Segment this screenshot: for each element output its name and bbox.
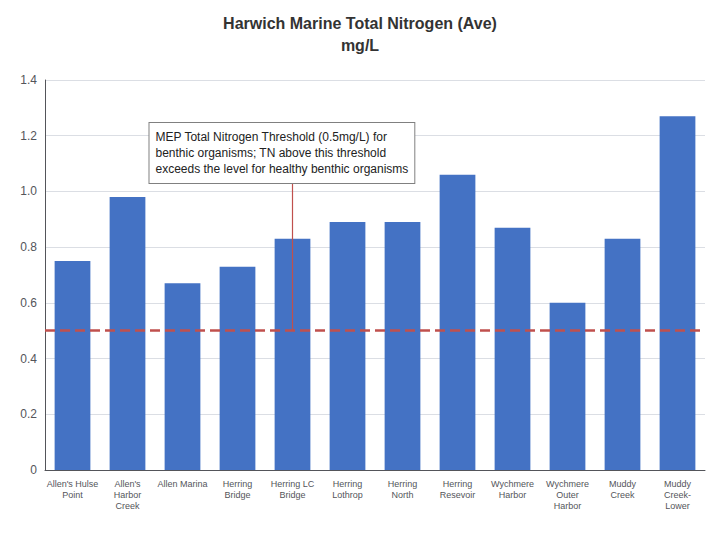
svg-text:Point: Point [62, 490, 83, 500]
svg-text:Herring: Herring [388, 479, 418, 489]
svg-text:Wychmere: Wychmere [546, 479, 589, 489]
svg-text:0.6: 0.6 [20, 296, 37, 310]
svg-text:Allen's: Allen's [114, 479, 141, 489]
svg-text:Lower: Lower [665, 501, 690, 511]
svg-text:Harwich Marine Total Nitrogen: Harwich Marine Total Nitrogen (Ave) [223, 15, 497, 32]
svg-text:Harbor: Harbor [554, 501, 582, 511]
svg-text:1.2: 1.2 [20, 129, 37, 143]
svg-text:Harbor: Harbor [114, 490, 142, 500]
svg-text:Wychmere: Wychmere [491, 479, 534, 489]
svg-text:mg/L: mg/L [341, 37, 379, 54]
svg-text:Herring: Herring [223, 479, 253, 489]
svg-text:Bridge: Bridge [224, 490, 250, 500]
svg-text:1.4: 1.4 [20, 73, 37, 87]
svg-text:Outer: Outer [556, 490, 579, 500]
svg-text:Lothrop: Lothrop [332, 490, 363, 500]
svg-text:Creek-: Creek- [664, 490, 691, 500]
svg-text:Harbor: Harbor [499, 490, 527, 500]
svg-text:1.0: 1.0 [20, 184, 37, 198]
svg-text:Herring LC: Herring LC [271, 479, 315, 489]
svg-text:0.2: 0.2 [20, 407, 37, 421]
svg-text:Resevoir: Resevoir [440, 490, 476, 500]
svg-text:Muddy: Muddy [664, 479, 692, 489]
svg-text:Creek: Creek [115, 501, 140, 511]
svg-text:exceeds the level for healthy: exceeds the level for healthy benthic or… [156, 162, 409, 176]
svg-text:Creek: Creek [610, 490, 635, 500]
svg-text:Herring: Herring [333, 479, 363, 489]
svg-text:benthic organisms; TN above th: benthic organisms; TN above this thresho… [156, 146, 387, 160]
svg-text:0.4: 0.4 [20, 352, 37, 366]
svg-text:Herring: Herring [443, 479, 473, 489]
svg-text:Allen Marina: Allen Marina [157, 479, 207, 489]
svg-text:0.8: 0.8 [20, 240, 37, 254]
svg-text:MEP Total Nitrogen Threshold (: MEP Total Nitrogen Threshold (0.5mg/L) f… [156, 130, 387, 144]
svg-text:North: North [391, 490, 413, 500]
svg-text:Allen's Hulse: Allen's Hulse [47, 479, 99, 489]
svg-text:Muddy: Muddy [609, 479, 637, 489]
svg-text:Bridge: Bridge [279, 490, 305, 500]
svg-text:0: 0 [30, 463, 37, 477]
